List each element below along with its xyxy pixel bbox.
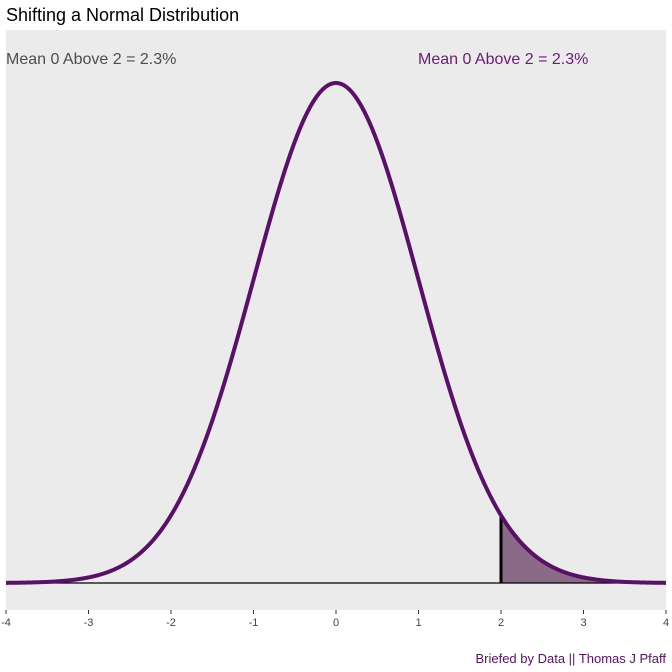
annotation-right: Mean 0 Above 2 = 2.3% <box>418 51 588 68</box>
x-tick-label: -3 <box>84 617 94 629</box>
chart-title: Shifting a Normal Distribution <box>6 5 240 25</box>
x-tick-label: 3 <box>580 617 586 629</box>
caption: Briefed by Data || Thomas J Pfaff <box>475 651 666 666</box>
annotations: Mean 0 Above 2 = 2.3% Mean 0 Above 2 = 2.… <box>6 51 588 68</box>
x-tick-label: 0 <box>333 617 339 629</box>
x-axis: -4 -3 -2 -1 0 1 2 3 4 <box>1 610 669 629</box>
x-tick-label: -1 <box>249 617 259 629</box>
x-tick-label: 4 <box>663 617 669 629</box>
x-tick-label: -2 <box>166 617 176 629</box>
tail-area-above-threshold <box>501 515 666 583</box>
x-tick-label: 2 <box>498 617 504 629</box>
density-curve <box>4 81 668 585</box>
plot-panel <box>6 30 666 610</box>
annotation-left: Mean 0 Above 2 = 2.3% <box>6 51 176 68</box>
x-tick-label: 1 <box>415 617 421 629</box>
x-tick-label: -4 <box>1 617 11 629</box>
